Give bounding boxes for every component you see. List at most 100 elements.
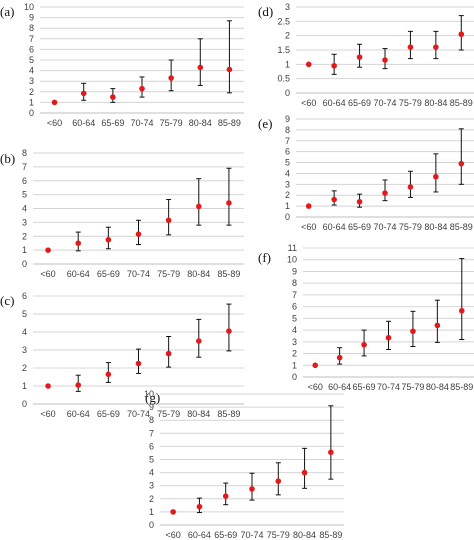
- panel-b-ytick-label: 4: [22, 204, 27, 214]
- panel-a-point: [197, 64, 204, 71]
- panel-g-point: [275, 478, 282, 484]
- panel-a-xtick-label: 70-74: [130, 118, 153, 128]
- panel-g-xtick-label: <60: [166, 530, 181, 540]
- panel-g-point: [170, 509, 176, 515]
- panel-a-ytick-label: 7: [29, 34, 34, 44]
- panel-c: (c) 0 1 2 3 4 5 6 <60 60-64 65-69 70-74 75-79 80-84 8…: [0, 291, 244, 419]
- panel-b-point: [195, 203, 202, 210]
- panel-a-point: [168, 75, 174, 81]
- panel-f-point: [361, 341, 367, 348]
- panel-c-xtick-label: 75-79: [157, 409, 180, 419]
- panel-b-xtick-label: 70-74: [127, 269, 150, 279]
- panel-c-point: [75, 382, 82, 388]
- panel-e-point: [458, 160, 465, 167]
- panel-e-point: [407, 184, 414, 190]
- panel-c-point: [165, 350, 172, 357]
- panel-f-point: [385, 334, 392, 341]
- panel-b-xtick-label: 85-89: [217, 269, 240, 279]
- panel-c-xtick-label: 70-74: [127, 409, 150, 419]
- panel-d-xtick-label: 65-69: [348, 98, 371, 108]
- panel-e-point: [433, 173, 439, 180]
- panel-d-ytick-label: 2.5: [277, 16, 290, 26]
- panel-a-point: [51, 99, 58, 106]
- panel-a-xtick-label: <60: [47, 118, 62, 128]
- panel-a-xtick-label: 65-69: [101, 118, 124, 128]
- panel-e-ytick-label: 2: [285, 190, 290, 200]
- panel-g-ytick-label: 6: [149, 441, 154, 451]
- panel-f-ytick-label: 9: [292, 266, 297, 276]
- panel-d-xtick-label: <60: [301, 98, 316, 108]
- panel-g-ytick-label: 2: [149, 494, 154, 504]
- panel-g-xtick-label: 75-79: [267, 530, 290, 540]
- panel-c-xtick-label: 80-84: [187, 409, 210, 419]
- panel-a-ytick-label: 3: [29, 76, 34, 86]
- panel-d-label: (d): [258, 4, 273, 19]
- panel-a-point: [80, 90, 87, 97]
- panel-d-ytick-label: 0: [285, 88, 290, 98]
- panel-f-point: [410, 328, 416, 335]
- panel-b-xtick-label: 75-79: [157, 269, 180, 279]
- panel-a-ytick-label: 2: [29, 87, 34, 97]
- panel-f-ytick-label: 5: [292, 313, 297, 323]
- panel-f-ytick-label: 10: [287, 255, 297, 265]
- panel-f-xtick-label: 70-74: [377, 382, 400, 392]
- panel-a-ytick-label: 10: [24, 2, 34, 12]
- panel-f-point: [312, 362, 319, 369]
- panel-c-xtick-label: <60: [40, 409, 55, 419]
- panel-c-xtick-label: 85-89: [217, 409, 240, 419]
- panel-b-ytick-label: 7: [22, 162, 27, 172]
- panel-d-ytick-label: 1: [285, 59, 290, 69]
- panel-f-xtick-label: 85-89: [450, 382, 473, 392]
- panel-e-ytick-label: 3: [285, 179, 290, 189]
- panel-f-ytick-label: 11: [288, 243, 297, 253]
- panel-e-xtick-label: 85-89: [450, 222, 473, 232]
- panel-f-xtick-label: <60: [308, 382, 323, 392]
- panel-d-point: [433, 44, 439, 50]
- panel-f-label: (f): [258, 250, 271, 265]
- panel-a-ytick-label: 5: [29, 55, 34, 65]
- panel-e-xtick-label: 65-69: [348, 222, 371, 232]
- panel-f-ytick-label: 6: [292, 302, 297, 312]
- panel-g-ytick-label: 3: [149, 481, 154, 491]
- panel-g-point: [249, 486, 255, 492]
- panel-d-point: [407, 44, 414, 50]
- panel-a-point: [226, 66, 233, 73]
- panel-b-point: [45, 247, 51, 253]
- panel-f-point: [458, 307, 465, 314]
- panel-e-label: (e): [258, 116, 272, 131]
- panel-f-ytick-label: 3: [292, 337, 297, 347]
- panel-g-xtick-label: 65-69: [214, 530, 237, 540]
- panel-d-point: [382, 57, 388, 63]
- panel-a-ytick-label: 6: [29, 44, 34, 54]
- panel-b-label: (b): [0, 151, 15, 166]
- panel-g-label: (g): [145, 390, 160, 405]
- panel-b-ytick-label: 5: [22, 190, 27, 200]
- panel-f-point: [434, 322, 441, 329]
- panel-f-ytick-label: 8: [292, 278, 297, 288]
- panel-a-ytick-label: 8: [29, 23, 34, 33]
- panel-f-ytick-label: 0: [292, 372, 297, 382]
- panel-g-xtick-label: 80-84: [293, 530, 316, 540]
- panel-g-ytick-label: 4: [149, 468, 154, 478]
- panel-f-ytick-label: 2: [292, 349, 297, 359]
- panel-b-ytick-label: 8: [22, 148, 27, 158]
- panel-c-point: [105, 371, 112, 378]
- panel-b-point: [135, 231, 142, 237]
- panel-e-ytick-label: 5: [285, 158, 290, 168]
- panel-b-ytick-label: 6: [22, 176, 27, 186]
- panel-g-xtick-label: 85-89: [319, 530, 342, 540]
- panel-g-ytick-label: 10: [144, 389, 154, 399]
- panel-b-point: [75, 240, 82, 246]
- panel-e-ytick-label: 4: [285, 168, 290, 178]
- panel-g-ytick-label: 9: [149, 402, 154, 412]
- panel-a-ytick-label: 9: [29, 13, 34, 23]
- panel-e-ytick-label: 0: [285, 212, 290, 222]
- panel-c-point: [226, 328, 232, 334]
- panel-c-xtick-label: 65-69: [97, 409, 120, 419]
- panel-c-ytick-label: 1: [22, 381, 27, 391]
- panel-b-ytick-label: 1: [22, 245, 27, 255]
- panel-g-ytick-label: 5: [149, 455, 154, 465]
